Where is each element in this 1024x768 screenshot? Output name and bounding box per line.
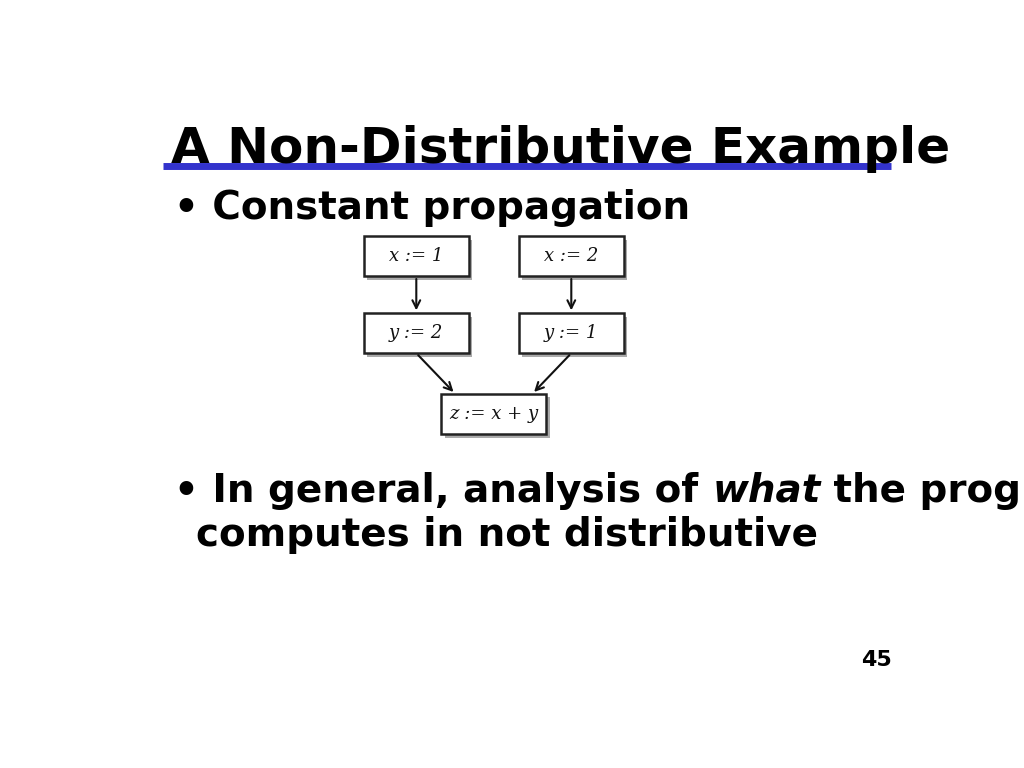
FancyBboxPatch shape bbox=[522, 316, 627, 356]
FancyBboxPatch shape bbox=[441, 394, 546, 434]
Text: computes in not distributive: computes in not distributive bbox=[197, 515, 818, 554]
FancyBboxPatch shape bbox=[368, 240, 472, 280]
Text: what: what bbox=[712, 472, 820, 510]
FancyBboxPatch shape bbox=[445, 398, 550, 438]
Text: x := 2: x := 2 bbox=[544, 247, 598, 265]
Text: • In general, analysis of: • In general, analysis of bbox=[174, 472, 712, 510]
FancyBboxPatch shape bbox=[519, 313, 624, 353]
Text: the program: the program bbox=[820, 472, 1024, 510]
Text: y := 2: y := 2 bbox=[389, 324, 443, 343]
FancyBboxPatch shape bbox=[522, 240, 627, 280]
FancyBboxPatch shape bbox=[364, 313, 469, 353]
Text: y := 1: y := 1 bbox=[544, 324, 598, 343]
FancyBboxPatch shape bbox=[368, 316, 472, 356]
Text: • Constant propagation: • Constant propagation bbox=[174, 189, 690, 227]
Text: A Non-Distributive Example: A Non-Distributive Example bbox=[171, 125, 949, 174]
Text: 45: 45 bbox=[860, 650, 891, 670]
Text: x := 1: x := 1 bbox=[389, 247, 443, 265]
FancyBboxPatch shape bbox=[519, 236, 624, 276]
Text: z := x + y: z := x + y bbox=[450, 405, 539, 423]
FancyBboxPatch shape bbox=[364, 236, 469, 276]
